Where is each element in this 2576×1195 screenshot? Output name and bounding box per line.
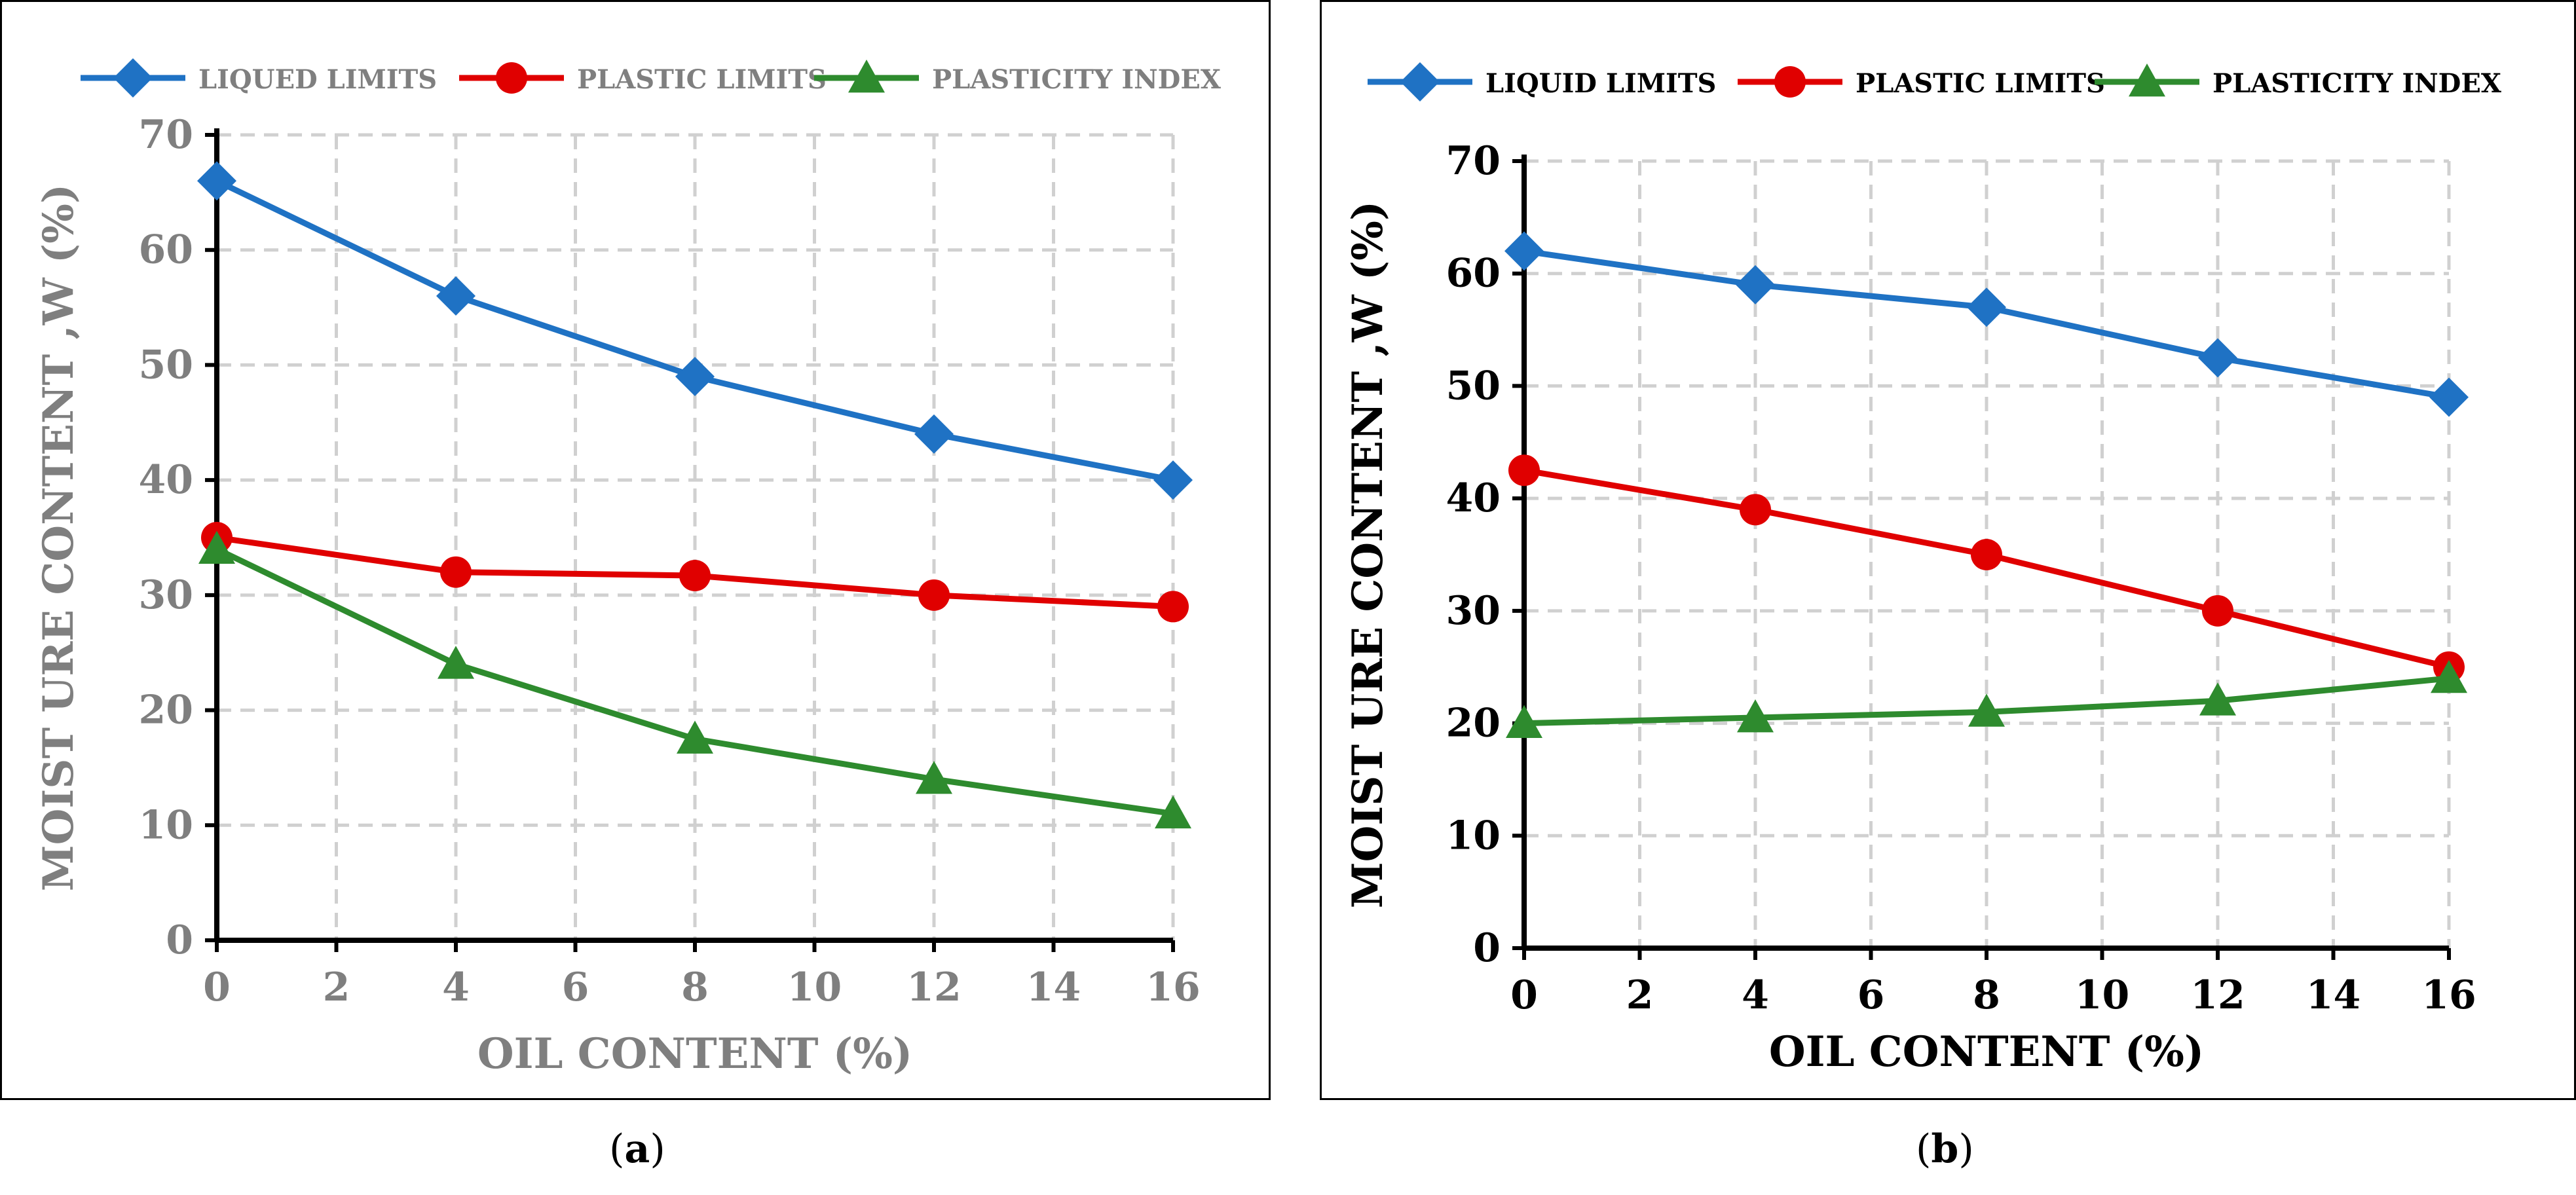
- y-tick-label: 60: [139, 227, 194, 273]
- x-tick-label: 12: [2190, 972, 2245, 1018]
- series-plasticity-index: [198, 530, 1191, 829]
- x-tick-label: 6: [1857, 972, 1885, 1018]
- caption-b: (b): [1916, 1126, 1974, 1172]
- legend-marker: [1774, 66, 1806, 98]
- data-point: [1737, 699, 1774, 733]
- legend-marker: [848, 60, 885, 93]
- legend-marker: [496, 62, 527, 94]
- x-tick-label: 12: [906, 965, 961, 1010]
- y-tick-label: 70: [1446, 138, 1501, 184]
- series-plastic-limits: [1508, 454, 2465, 683]
- x-tick-label: 2: [323, 965, 350, 1010]
- x-tick-label: 16: [2421, 972, 2476, 1018]
- y-tick-label: 0: [1473, 925, 1501, 971]
- legend-marker: [113, 58, 153, 98]
- y-axis-label: MOIST URE CONTENT ,W (%): [34, 184, 83, 892]
- data-point: [2202, 595, 2233, 627]
- data-point: [918, 579, 950, 611]
- legend-label: PLASTICITY INDEX: [932, 64, 1221, 95]
- legend-label: PLASTIC LIMITS: [1856, 68, 2105, 99]
- series-liquid-limits: [1504, 231, 2469, 417]
- data-point: [1968, 693, 2005, 727]
- data-point: [1157, 591, 1189, 623]
- x-tick-label: 14: [2306, 972, 2361, 1018]
- data-point: [1508, 454, 1540, 487]
- x-tick-label: 6: [562, 965, 589, 1010]
- legend-label: PLASTICITY INDEX: [2212, 68, 2501, 99]
- caption-a: (a): [609, 1126, 665, 1172]
- legend-label: LIQUID LIMITS: [1485, 68, 1716, 99]
- series-liqued-limits: [197, 161, 1193, 500]
- data-point: [438, 646, 474, 679]
- legend: LIQUED LIMITS PLASTIC LIMITS PLASTICITY IN…: [81, 58, 1221, 98]
- legend-marker: [2129, 64, 2165, 97]
- y-tick-label: 30: [1446, 588, 1501, 634]
- chart-b-svg: 0 2 4 6 8 10 12 14 16 0 10 20 30 40 50 60 70 OIL CONTENT …: [1343, 62, 2501, 1076]
- x-tick-label: 4: [442, 965, 470, 1010]
- x-tick-label: 4: [1742, 972, 1769, 1018]
- x-tick-label: 8: [681, 965, 709, 1010]
- y-tick-label: 20: [1446, 701, 1501, 746]
- data-point: [2199, 682, 2236, 716]
- data-point: [2429, 377, 2469, 417]
- data-point: [1506, 705, 1542, 738]
- data-point: [1740, 494, 1771, 526]
- x-tick-label: 8: [1973, 972, 2000, 1018]
- data-point: [679, 559, 711, 591]
- data-point: [1155, 795, 1191, 829]
- x-axis-label: OIL CONTENT (%): [477, 1029, 912, 1078]
- legend: LIQUID LIMITS PLASTIC LIMITS PLASTICITY IN…: [1368, 62, 2501, 101]
- x-tick-label: 16: [1146, 965, 1201, 1010]
- y-tick-label: 60: [1446, 251, 1501, 297]
- data-point: [1971, 539, 2002, 570]
- legend-label: PLASTIC LIMITS: [577, 64, 827, 95]
- x-tick-label: 0: [1510, 972, 1538, 1018]
- chart-panel-b: 0 2 4 6 8 10 12 14 16 0 10 20 30 40 50 60 70 OIL CONTENT …: [1320, 0, 2576, 1100]
- data-point: [675, 357, 715, 396]
- data-point: [1736, 265, 1775, 304]
- x-axis-label: OIL CONTENT (%): [1769, 1027, 2204, 1076]
- data-point: [1153, 460, 1193, 500]
- x-tick-label: 14: [1026, 965, 1081, 1010]
- data-point: [916, 761, 952, 794]
- y-tick-label: 70: [139, 112, 194, 158]
- chart-panel-a: 0 2 4 6 8 10 12 14 16 0 10 20 30 40 50 60 70 OIL CONTENT …: [0, 0, 1271, 1100]
- y-tick-label: 0: [166, 917, 193, 963]
- data-point: [1967, 287, 2006, 327]
- y-tick-label: 30: [139, 572, 194, 618]
- y-tick-label: 40: [139, 457, 194, 503]
- x-tick-label: 10: [787, 965, 842, 1010]
- data-point: [1504, 231, 1544, 271]
- caption-b-letter: b: [1931, 1126, 1959, 1172]
- data-point: [677, 720, 713, 754]
- gridlines: [217, 133, 1175, 940]
- data-point: [2198, 338, 2237, 378]
- data-point: [2431, 659, 2467, 693]
- y-axis-label: MOIST URE CONTENT ,W (%): [1343, 201, 1392, 909]
- series-plasticity-index: [1506, 659, 2467, 738]
- chart-a-svg: 0 2 4 6 8 10 12 14 16 0 10 20 30 40 50 60 70 OIL CONTENT …: [34, 58, 1221, 1078]
- data-point: [198, 530, 235, 564]
- caption-a-letter: a: [624, 1126, 650, 1172]
- data-point: [440, 556, 472, 588]
- data-point: [197, 161, 236, 201]
- legend-label: LIQUED LIMITS: [198, 64, 437, 95]
- data-point: [914, 414, 954, 454]
- legend-marker: [1400, 62, 1440, 101]
- x-tick-label: 10: [2075, 972, 2130, 1018]
- x-tick-label: 2: [1626, 972, 1654, 1018]
- y-tick-label: 10: [139, 802, 194, 848]
- y-tick-label: 20: [139, 688, 194, 733]
- x-tick-label: 0: [203, 965, 231, 1010]
- y-tick-label: 50: [1446, 363, 1501, 409]
- data-point: [436, 276, 476, 316]
- y-tick-label: 10: [1446, 813, 1501, 858]
- y-tick-label: 50: [139, 342, 194, 388]
- y-tick-label: 40: [1446, 475, 1501, 521]
